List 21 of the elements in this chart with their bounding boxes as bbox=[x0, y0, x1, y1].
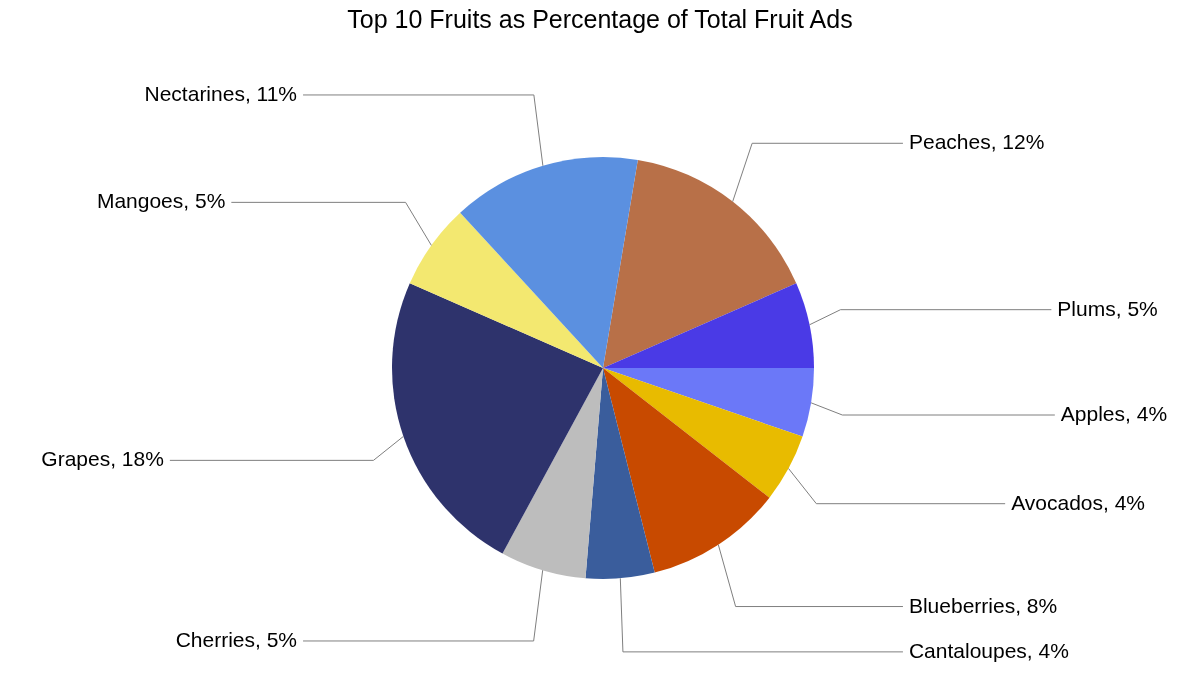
slice-label: Cantaloupes, 4% bbox=[908, 638, 1069, 662]
slice-label: Peaches, 12% bbox=[908, 130, 1045, 154]
slice-label: Apples, 4% bbox=[1060, 402, 1168, 426]
slice-label: Mangoes, 5% bbox=[96, 189, 226, 213]
pie-slice bbox=[409, 212, 603, 368]
pie-slice bbox=[603, 283, 814, 369]
chart-title: Top 10 Fruits as Percentage of Total Fruit Ads bbox=[347, 5, 853, 33]
slice-label: Cherries, 5% bbox=[175, 627, 298, 651]
pie-slice bbox=[585, 368, 655, 579]
pie-slice bbox=[603, 368, 814, 437]
pie-slice bbox=[392, 283, 603, 554]
slice-label: Avocados, 4% bbox=[1011, 490, 1146, 514]
pie-slice bbox=[502, 368, 603, 579]
slice-label: Blueberries, 8% bbox=[908, 593, 1058, 617]
pie-slice bbox=[603, 159, 797, 368]
slice-label: Plums, 5% bbox=[1057, 296, 1158, 320]
pie-slice bbox=[603, 368, 770, 573]
pie-slice bbox=[460, 157, 638, 368]
slice-label: Grapes, 18% bbox=[41, 447, 164, 471]
pie-slice bbox=[603, 368, 803, 498]
slice-label: Nectarines, 11% bbox=[144, 81, 298, 105]
